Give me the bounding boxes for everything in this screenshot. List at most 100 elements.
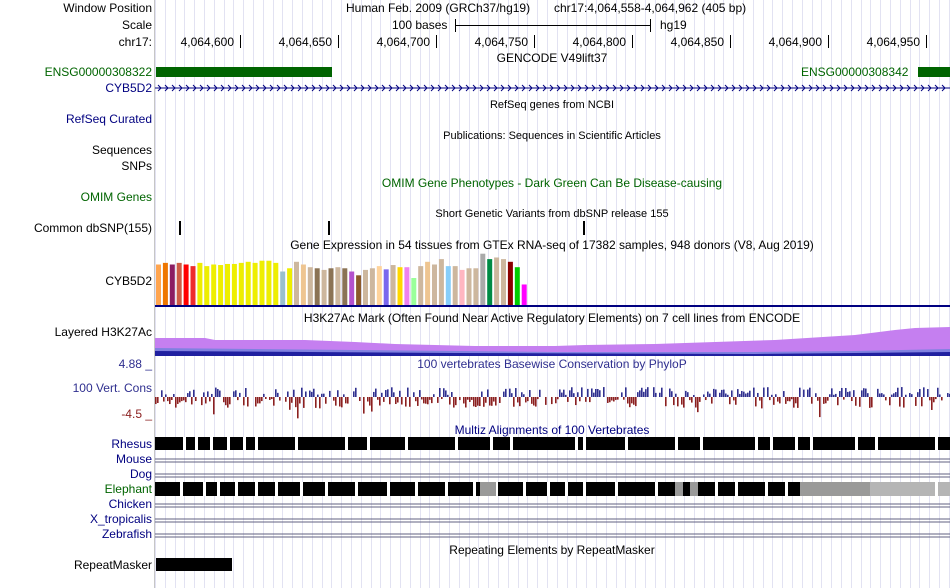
phylop-pos-bar — [719, 392, 721, 397]
cyb5d2-intron-arrows[interactable] — [155, 82, 950, 94]
publications-snps-label[interactable]: SNPs — [121, 159, 152, 173]
intron-arrow — [164, 84, 169, 92]
publications-sequences-label[interactable]: Sequences — [91, 143, 152, 157]
gtex-gene-label[interactable]: CYB5D2 — [105, 274, 152, 288]
phylop-neg-bar — [859, 397, 861, 407]
gridline — [841, 0, 842, 588]
multiz-species-elephant[interactable]: Elephant — [104, 482, 152, 496]
phylop-neg-bar — [855, 397, 857, 406]
dbsnp-track-title[interactable]: Short Genetic Variants from dbSNP releas… — [435, 208, 669, 220]
publications-track-title[interactable]: Publications: Sequences in Scientific Ar… — [443, 130, 661, 142]
gtex-track-title[interactable]: Gene Expression in 54 tissues from GTEx … — [290, 238, 814, 252]
intron-arrow — [864, 84, 869, 92]
phylop-neg-bar — [629, 397, 631, 408]
phylop-neg-bar — [259, 397, 261, 404]
repeatmasker-label[interactable]: RepeatMasker — [73, 558, 152, 572]
phylop-neg-bar — [255, 397, 257, 407]
phylop-pos-bar — [883, 394, 885, 397]
gridline — [586, 0, 587, 588]
phylop-neg-bar — [513, 397, 515, 407]
gene-right-feature[interactable] — [918, 67, 950, 77]
intron-arrow — [843, 84, 848, 92]
phylop-pos-bar — [559, 389, 561, 397]
phylop-pos-bar — [215, 387, 217, 397]
phylop-pos-bar — [487, 389, 489, 397]
gencode-gene-right-label[interactable]: ENSG00000308342 — [801, 65, 909, 79]
refseq-curated-label[interactable]: RefSeq Curated — [65, 112, 152, 126]
phylop-neg-bar — [769, 397, 771, 401]
gtex-tissue-bar — [314, 268, 320, 305]
snp-mark[interactable] — [583, 221, 585, 235]
multiz-species-dog[interactable]: Dog — [129, 467, 152, 481]
phylop-neg-bar — [519, 397, 521, 407]
phylop-pos-bar — [207, 391, 209, 397]
multiz-species-zebrafish[interactable]: Zebrafish — [101, 527, 152, 541]
phylop-neg-bar — [537, 397, 539, 400]
rhesus-gap — [455, 437, 458, 450]
phylop-pos-bar — [577, 392, 579, 397]
elephant-gap — [523, 482, 526, 496]
ruler-tick-label: 4,064,650 — [278, 35, 332, 49]
multiz-species-rhesus[interactable]: Rhesus — [111, 437, 152, 451]
phylop-neg-bar — [469, 397, 471, 402]
snp-mark[interactable] — [328, 221, 330, 235]
refseq-track-title[interactable]: RefSeq genes from NCBI — [489, 99, 615, 111]
phylop-pos-bar — [321, 393, 323, 397]
phylop-neg-bar — [191, 397, 193, 405]
multiz-species-chicken[interactable]: Chicken — [108, 497, 152, 511]
gridline — [929, 0, 930, 588]
multiz-species-x-tropicalis[interactable]: X_tropicalis — [89, 512, 152, 526]
phylop-neg-bar — [493, 397, 495, 402]
gtex-tissue-bar — [169, 264, 175, 305]
phylop-neg-bar — [665, 397, 667, 407]
phylop-neg-bar — [223, 397, 225, 403]
gencode-gene-left-label[interactable]: ENSG00000308322 — [44, 65, 152, 79]
phylop-pos-bar — [799, 387, 801, 397]
intron-arrow — [857, 84, 862, 92]
phylop-neg-bar — [425, 397, 427, 404]
multiz-species-mouse[interactable]: Mouse — [115, 452, 152, 466]
gtex-tissue-bar — [218, 265, 224, 305]
phylop-pos-bar — [639, 390, 641, 397]
rhesus-gap — [700, 437, 703, 450]
gtex-bar-chart[interactable] — [155, 251, 950, 307]
phylop-pos-bar — [573, 393, 575, 397]
gencode-track-title[interactable]: GENCODE V49lift37 — [496, 51, 608, 65]
rhesus-gap — [255, 437, 258, 450]
intron-arrow — [521, 84, 526, 92]
h3k27ac-signal[interactable] — [155, 322, 950, 356]
phylop-neg-bar — [633, 397, 635, 405]
gene-left-feature[interactable] — [156, 67, 332, 77]
intron-arrow — [808, 84, 813, 92]
gtex-tissue-bar — [411, 278, 417, 305]
phylop-signal[interactable] — [155, 372, 950, 422]
phylop-pos-bar — [803, 389, 805, 397]
phylop-pos-bar — [707, 391, 709, 397]
cyb5d2-gene-label[interactable]: CYB5D2 — [105, 81, 152, 95]
omim-track-title[interactable]: OMIM Gene Phenotypes - Dark Green Can Be… — [381, 176, 723, 190]
repeatmasker-track-title[interactable]: Repeating Elements by RepeatMasker — [449, 543, 655, 557]
phylop-pos-bar — [927, 389, 929, 397]
phylop-neg-bar — [441, 397, 443, 400]
multiz-alignments[interactable] — [155, 436, 950, 540]
intron-arrow — [402, 84, 407, 92]
intron-arrow — [710, 84, 715, 92]
repeat-element[interactable] — [156, 558, 232, 571]
phylop-pos-bar — [847, 391, 849, 397]
phylop-pos-bar — [511, 393, 513, 397]
multiz-track-title[interactable]: Multiz Alignments of 100 Vertebrates — [454, 423, 650, 437]
gridline — [410, 0, 411, 588]
phylop-track-title[interactable]: 100 vertebrates Basewise Conservation by… — [417, 357, 687, 371]
elephant-gap — [785, 482, 788, 496]
elephant-gap — [235, 482, 238, 496]
phylop-label[interactable]: 100 Vert. Cons — [72, 381, 152, 395]
snp-mark[interactable] — [179, 221, 181, 235]
chrom-label: chr17: — [118, 35, 152, 49]
dbsnp-label[interactable]: Common dbSNP(155) — [33, 221, 152, 235]
h3k27ac-track-title[interactable]: H3K27Ac Mark (Often Found Near Active Re… — [303, 311, 801, 325]
intron-arrow — [360, 84, 365, 92]
omim-genes-label[interactable]: OMIM Genes — [80, 190, 152, 204]
phylop-neg-bar — [755, 397, 757, 407]
h3k27ac-label[interactable]: Layered H3K27Ac — [54, 325, 152, 339]
